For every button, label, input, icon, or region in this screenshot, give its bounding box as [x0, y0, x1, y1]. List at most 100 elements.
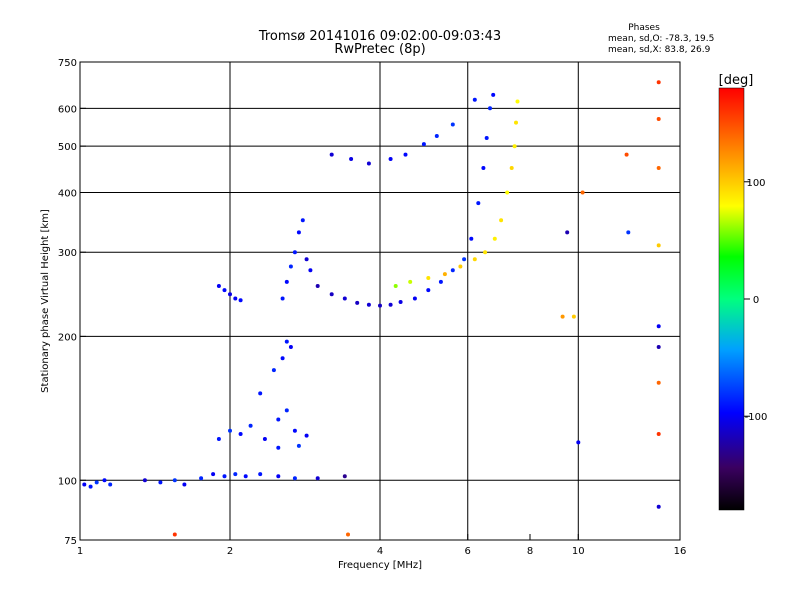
data-point-low-trace [158, 480, 163, 485]
data-point-topside-echoes [472, 97, 477, 102]
data-point-f-layer-o-trace [398, 300, 403, 304]
x-tick-label: 4 [377, 546, 383, 557]
data-point-e-layer-echoes [271, 368, 276, 373]
data-point-low-trace [211, 472, 216, 477]
data-point-topside-echoes [421, 142, 426, 147]
data-point-low-trace [243, 474, 248, 479]
data-point-e-layer-echoes [280, 356, 285, 361]
y-tick-label: 750 [58, 58, 77, 69]
data-point-f-layer-o-trace [481, 166, 486, 170]
data-point-noise [656, 432, 661, 436]
data-point-e-layer-echoes [284, 408, 289, 413]
x-axis-label: Frequency [MHz] [338, 560, 422, 571]
data-point-f-layer-o-trace [315, 284, 320, 288]
data-point-e-layer-echoes [292, 428, 297, 433]
data-point-f1-cusp [238, 298, 243, 303]
data-point-noise [576, 440, 581, 445]
data-point-noise [624, 152, 629, 157]
x-tick-label: 8 [527, 546, 533, 557]
data-point-f-layer-o-trace [476, 201, 481, 206]
data-point-noise [626, 230, 631, 235]
data-point-noise [565, 230, 570, 235]
data-point-e-layer-echoes [276, 417, 281, 422]
data-point-f-layer-x-trace [492, 236, 497, 241]
data-point-low-trace [172, 478, 177, 483]
data-point-f-layer-o-trace [388, 302, 393, 307]
data-point-f-layer-x-trace [515, 99, 520, 104]
data-point-f-layer-o-trace [378, 303, 382, 308]
data-point-low-trace [82, 482, 87, 487]
x-tick-label: 1 [77, 546, 83, 557]
y-tick-label: 500 [58, 142, 77, 153]
data-point-noise [656, 345, 661, 349]
data-point-f-layer-x-trace [472, 257, 477, 262]
data-point-e-layer-echoes [238, 432, 243, 436]
data-point-f-layer-o-trace [491, 92, 496, 97]
data-point-f-layer-o-trace [366, 302, 371, 307]
data-point-f-layer-x-trace [426, 276, 431, 280]
data-point-f-layer-x-trace [483, 250, 488, 255]
data-point-noise [346, 532, 350, 537]
colorbar-label: [deg] [719, 73, 754, 88]
data-point-f-layer-o-trace [304, 257, 309, 262]
grid-lines [80, 62, 680, 540]
x-tick-label: 16 [674, 546, 687, 557]
data-point-topside-echoes [349, 157, 354, 161]
data-point-f-layer-o-trace [300, 218, 305, 223]
data-point-f-layer-o-trace [426, 288, 431, 293]
data-point-noise [656, 80, 661, 85]
data-point-low-trace [199, 476, 204, 481]
data-point-low-trace [108, 482, 113, 487]
data-point-noise [580, 190, 585, 195]
data-point-f-layer-x-trace [514, 120, 518, 125]
colorbar-tick-label: 0 [753, 295, 759, 306]
data-point-low-trace [342, 474, 347, 479]
data-point-f-layer-o-trace [469, 236, 474, 241]
data-point-f-layer-x-trace [505, 190, 510, 195]
data-point-e-layer-echoes [248, 423, 253, 428]
data-point-e-layer-echoes [276, 445, 281, 450]
y-tick-label: 75 [64, 536, 77, 547]
y-tick-label: 300 [58, 248, 77, 259]
data-point-low-trace [276, 474, 281, 479]
data-point-f-layer-o-trace [292, 250, 297, 255]
data-point-topside-echoes [450, 122, 455, 127]
data-point-topside-echoes [434, 134, 439, 138]
data-point-e-layer-echoes [262, 437, 267, 441]
phases-o-stats: mean, sd,O: -78.3, 19.5 [608, 34, 714, 44]
data-point-topside-echoes [403, 152, 408, 157]
data-point-noise [656, 380, 661, 385]
data-point-f-layer-o-trace [329, 292, 334, 297]
data-point-low-trace [102, 478, 107, 483]
data-point-f-layer-o-trace [308, 268, 313, 273]
data-point-e-layer-echoes [258, 391, 263, 396]
y-tick-label: 200 [58, 332, 77, 343]
data-point-low-trace [222, 474, 227, 479]
data-point-low-trace [233, 472, 238, 477]
data-point-topside-echoes [366, 161, 371, 166]
data-point-f-layer-o-trace [355, 300, 360, 305]
data-point-f-layer-o-trace [296, 230, 301, 235]
data-point-f-layer-o-trace [462, 257, 467, 262]
data-point-noise [656, 324, 661, 329]
colorbar-tick-label: -100 [745, 412, 768, 423]
data-point-noise [560, 314, 565, 319]
data-point-noise [656, 166, 661, 170]
data-point-f-layer-x-trace [408, 279, 413, 284]
x-tick-label: 6 [465, 546, 471, 557]
chart-title: Tromsø 20141016 09:02:00-09:03:43 [258, 29, 501, 44]
data-point-noise [656, 117, 661, 121]
data-point-e-layer-echoes [304, 433, 309, 438]
data-point-e-layer-echoes [288, 345, 293, 349]
data-points [82, 80, 661, 537]
data-point-topside-echoes [329, 152, 334, 157]
colorbar [718, 87, 745, 511]
data-point-noise [656, 243, 661, 248]
data-point-f-layer-x-trace [442, 272, 447, 277]
data-point-f-layer-o-trace [288, 264, 293, 269]
data-point-f-layer-x-trace [393, 284, 398, 288]
data-point-e-layer-echoes [284, 339, 289, 344]
data-point-f-layer-o-trace [284, 279, 289, 284]
data-point-f-layer-o-trace [438, 279, 443, 284]
